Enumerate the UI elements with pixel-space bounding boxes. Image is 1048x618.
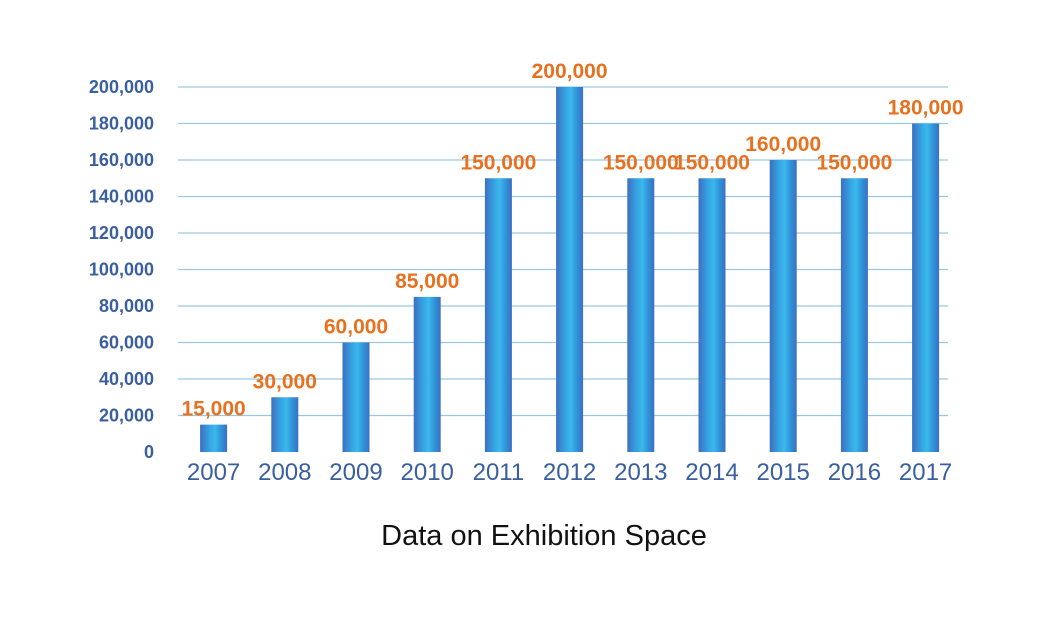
chart-title: Data on Exhibition Space <box>381 520 707 552</box>
x-tick-label: 2016 <box>828 459 881 486</box>
y-tick-label: 20,000 <box>99 406 154 426</box>
x-tick-label: 2017 <box>899 459 952 486</box>
bar-2014 <box>698 178 726 452</box>
data-label: 150,000 <box>603 151 679 174</box>
bar-2013 <box>627 178 655 452</box>
data-label: 85,000 <box>395 270 459 293</box>
data-label: 160,000 <box>745 133 821 156</box>
bar-2017 <box>912 123 940 452</box>
y-tick-label: 40,000 <box>99 369 154 389</box>
bar-2010 <box>413 296 441 452</box>
data-label: 180,000 <box>888 97 964 120</box>
data-label: 60,000 <box>324 316 388 339</box>
x-tick-label: 2012 <box>543 459 596 486</box>
data-label: 150,000 <box>816 151 892 174</box>
x-tick-label: 2009 <box>329 459 382 486</box>
x-tick-label: 2014 <box>685 459 738 486</box>
data-label: 15,000 <box>181 398 245 421</box>
bar-2011 <box>484 178 512 452</box>
bar-2012 <box>556 87 584 452</box>
y-axis-ticks: 0 20,000 40,000 60,000 80,000 100,000 120,000 1… <box>89 77 154 462</box>
y-tick-label: 60,000 <box>99 333 154 353</box>
y-tick-label: 0 <box>144 442 154 462</box>
x-tick-label: 2008 <box>258 459 311 486</box>
x-axis-ticks: 2007 2008 2009 2010 2011 2012 2013 2014 2015 2016… <box>187 459 952 486</box>
y-tick-label: 120,000 <box>89 223 154 243</box>
x-tick-label: 2010 <box>401 459 454 486</box>
bar-2008 <box>271 397 299 452</box>
data-label: 200,000 <box>532 60 608 83</box>
data-labels: 15,000 30,000 60,000 85,000 150,000 200,000 15… <box>181 60 963 421</box>
bar-2016 <box>840 178 868 452</box>
x-tick-label: 2011 <box>473 459 525 486</box>
x-tick-label: 2015 <box>757 459 810 486</box>
data-label: 30,000 <box>253 370 317 393</box>
y-tick-label: 100,000 <box>89 260 154 280</box>
bar-2015 <box>769 160 797 452</box>
bars <box>200 87 940 452</box>
y-tick-label: 180,000 <box>89 114 154 134</box>
y-tick-label: 140,000 <box>89 187 154 207</box>
bar-2007 <box>200 424 228 452</box>
data-label: 150,000 <box>674 151 750 174</box>
x-tick-label: 2013 <box>614 459 667 486</box>
x-tick-label: 2007 <box>187 459 240 486</box>
data-label: 150,000 <box>460 151 536 174</box>
y-tick-label: 80,000 <box>99 296 154 316</box>
y-tick-label: 160,000 <box>89 150 154 170</box>
y-tick-label: 200,000 <box>89 77 154 97</box>
bar-2009 <box>342 342 370 452</box>
